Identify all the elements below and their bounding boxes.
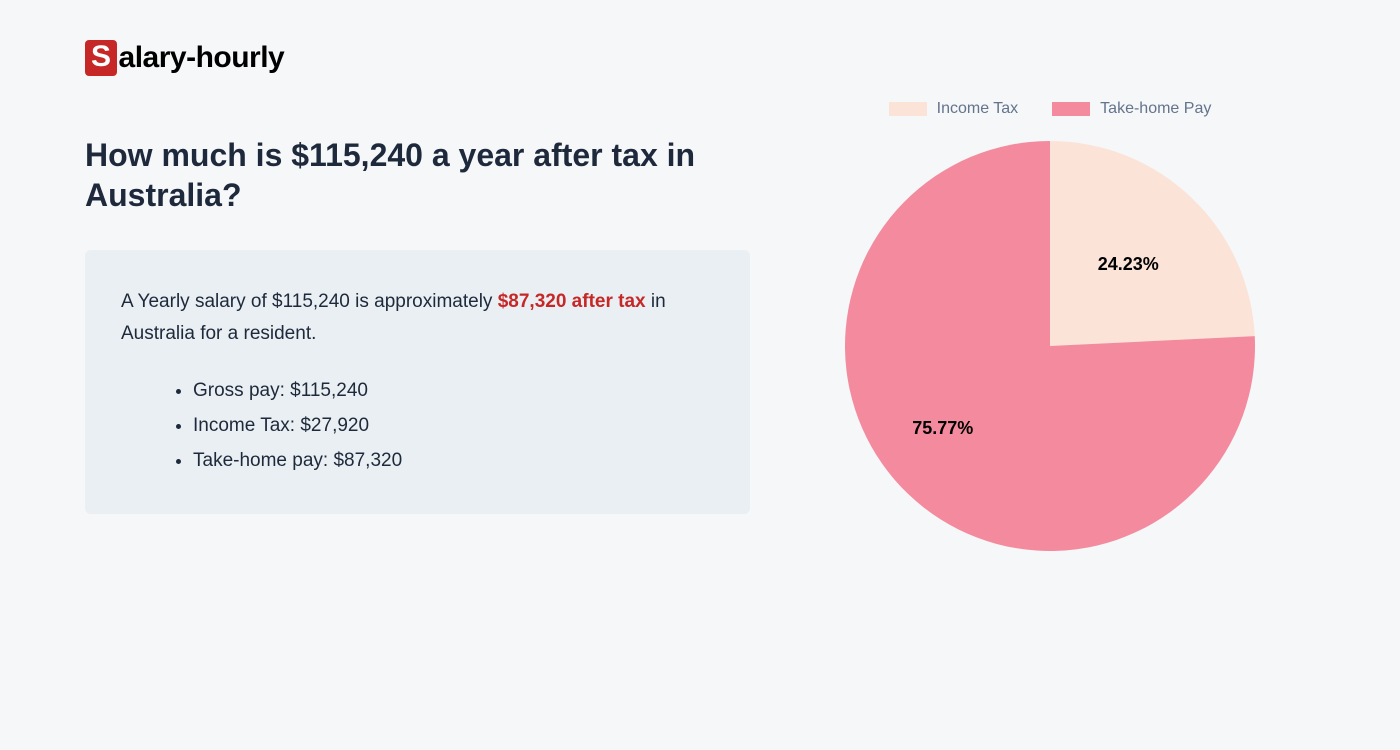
- logo-first-letter: S: [85, 40, 117, 76]
- legend-label: Income Tax: [937, 100, 1019, 118]
- list-item: Take-home pay: $87,320: [193, 443, 714, 478]
- list-item: Gross pay: $115,240: [193, 373, 714, 408]
- pie-chart: 24.23% 75.77%: [840, 136, 1260, 556]
- content-left: How much is $115,240 a year after tax in…: [85, 135, 765, 514]
- legend-swatch: [889, 102, 927, 116]
- pie-chart-area: Income Tax Take-home Pay 24.23% 75.77%: [810, 100, 1290, 556]
- logo-rest: alary-hourly: [119, 41, 285, 75]
- summary-highlight: $87,320 after tax: [498, 291, 646, 312]
- pie-svg: [840, 136, 1260, 556]
- slice-label-take-home: 75.77%: [912, 418, 973, 439]
- legend-item-income-tax: Income Tax: [889, 100, 1019, 118]
- breakdown-list: Gross pay: $115,240 Income Tax: $27,920 …: [121, 373, 714, 478]
- list-item: Income Tax: $27,920: [193, 408, 714, 443]
- site-logo: Salary-hourly: [85, 40, 284, 76]
- legend-item-take-home: Take-home Pay: [1052, 100, 1211, 118]
- slice-label-income-tax: 24.23%: [1098, 254, 1159, 275]
- chart-legend: Income Tax Take-home Pay: [810, 100, 1290, 118]
- summary-box: A Yearly salary of $115,240 is approxima…: [85, 250, 750, 514]
- summary-prefix: A Yearly salary of $115,240 is approxima…: [121, 291, 498, 312]
- page-heading: How much is $115,240 a year after tax in…: [85, 135, 765, 215]
- summary-text: A Yearly salary of $115,240 is approxima…: [121, 286, 714, 351]
- legend-label: Take-home Pay: [1100, 100, 1211, 118]
- legend-swatch: [1052, 102, 1090, 116]
